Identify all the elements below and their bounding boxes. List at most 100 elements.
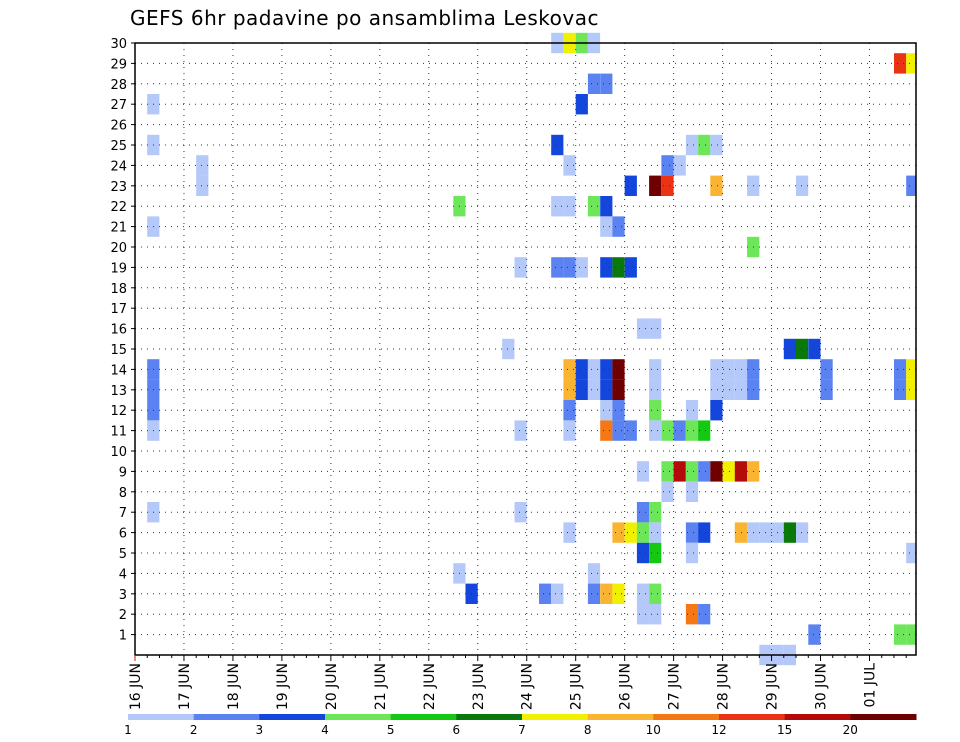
heatmap-cell (906, 542, 916, 564)
heatmap-cell (624, 175, 637, 196)
heatmap-cell (551, 583, 564, 604)
y-tick-label: 24 (110, 159, 127, 174)
y-tick-label: 14 (110, 363, 127, 378)
x-tick-label: 16 JUN (128, 663, 144, 710)
x-tick-label: 28 JUN (716, 663, 732, 710)
legend-label: 1 (124, 723, 132, 737)
heatmap-cell (575, 379, 588, 400)
heatmap-cell (624, 257, 637, 278)
heatmap-cell (600, 257, 613, 278)
heatmap-cell (820, 379, 833, 400)
y-tick-label: 3 (119, 588, 127, 603)
x-tick-label: 27 JUN (667, 663, 683, 710)
y-tick-label: 9 (119, 465, 127, 480)
x-tick-label: 29 JUN (765, 663, 781, 710)
y-tick-label: 18 (110, 282, 127, 297)
x-tick-label: 18 JUN (226, 663, 242, 710)
legend-label: 2 (190, 723, 198, 737)
y-tick-label: 5 (119, 547, 127, 562)
heatmap-cell (600, 583, 613, 604)
heatmap-cell (196, 175, 209, 196)
heatmap-cell (624, 522, 637, 543)
heatmap-cell (685, 461, 699, 482)
heatmap-cell (649, 604, 662, 625)
heatmap-cell (563, 257, 576, 278)
legend-label: 8 (584, 723, 592, 737)
heatmap-cell (575, 94, 588, 115)
heatmap-cell (551, 196, 564, 217)
heatmap-cell (563, 420, 576, 441)
heatmap-cell (661, 175, 674, 196)
heatmap-cell (636, 461, 650, 482)
color-legend: 1 2 3 4 5 6 7 8 10 12 15 20 (124, 714, 917, 737)
heatmap-cell (636, 522, 650, 543)
y-tick-label: 17 (110, 302, 127, 317)
heatmap-cell (710, 379, 723, 400)
heatmap-cell (685, 400, 699, 421)
heatmap-cell (612, 583, 625, 604)
y-tick-label: 15 (110, 343, 127, 358)
y-tick-label: 22 (110, 200, 127, 215)
heatmap-cell (514, 257, 527, 278)
heatmap-cell (636, 318, 650, 339)
heatmap-cell (563, 379, 576, 400)
heatmap-cell (587, 379, 601, 400)
heatmap-cell (685, 542, 699, 564)
heatmap-cell (698, 522, 711, 543)
heatmap-cell (649, 542, 662, 564)
legend-label: 15 (777, 723, 792, 737)
heatmap-cell (734, 379, 747, 400)
heatmap-cell (661, 155, 674, 176)
y-axis: 1234567891011121314151617181920212223242… (110, 37, 135, 644)
heatmap-cell (710, 400, 723, 421)
legend-label: 6 (452, 723, 460, 737)
heatmap-cell (636, 502, 650, 523)
heatmap-cell (698, 420, 711, 441)
heatmap-cell (514, 502, 527, 523)
legend-swatch (522, 714, 589, 720)
heatmap-cell (906, 175, 916, 196)
heatmap-cell (649, 400, 662, 421)
heatmap-cell (563, 522, 576, 543)
heatmap-cell (551, 257, 564, 278)
y-tick-label: 29 (110, 57, 127, 72)
x-tick-label: 24 JUN (520, 663, 536, 710)
y-tick-label: 4 (119, 567, 127, 582)
y-tick-label: 23 (110, 180, 127, 195)
y-tick-label: 28 (110, 78, 127, 93)
y-tick-label: 10 (110, 445, 127, 460)
heatmap-cell (612, 379, 625, 400)
heatmap-cell (673, 420, 686, 441)
legend-label: 20 (843, 723, 858, 737)
x-tick-label: 20 JUN (324, 663, 340, 710)
legend-swatch (259, 714, 326, 720)
heatmap-cell (685, 134, 699, 156)
heatmap-cell (906, 359, 916, 380)
x-tick-label: 17 JUN (177, 663, 193, 710)
heatmap-cell (734, 522, 747, 543)
heatmap-cell (698, 604, 711, 625)
heatmap-cell (649, 379, 662, 400)
legend-swatch (784, 714, 851, 720)
heatmap-cell (612, 359, 625, 380)
heatmap-cell (600, 379, 613, 400)
heatmap-cell (808, 338, 821, 360)
heatmap-cell (612, 400, 625, 421)
heatmap-cell (196, 155, 209, 176)
heatmap-cell (796, 175, 809, 196)
heatmap-cell (734, 359, 747, 380)
x-tick-label: 30 JUN (814, 663, 830, 710)
heatmap-cell (563, 196, 576, 217)
heatmap-cell (722, 379, 735, 400)
heatmap-cell (636, 542, 650, 564)
heatmap-cell (600, 400, 613, 421)
heatmap-cell (587, 73, 601, 94)
heatmap-cell (685, 481, 699, 502)
heatmap-cell (636, 604, 650, 625)
heatmap-cell (624, 420, 637, 441)
heatmap-cell (906, 53, 916, 74)
legend-label: 5 (387, 723, 395, 737)
heatmap-cell (722, 461, 735, 482)
legend-label: 4 (321, 723, 329, 737)
heatmap-cell (796, 338, 809, 360)
